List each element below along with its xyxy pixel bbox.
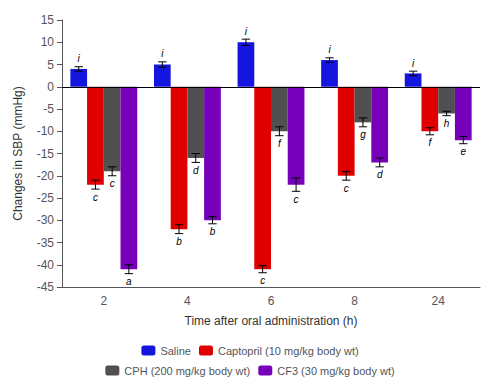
svg-text:24: 24 [432,294,446,308]
svg-text:d: d [193,165,199,176]
svg-text:Time after oral administration: Time after oral administration (h) [185,314,358,328]
svg-text:10: 10 [41,35,55,49]
svg-text:Changes in SBP (mmHg): Changes in SBP (mmHg) [11,86,25,221]
svg-text:Saline: Saline [160,345,191,357]
svg-text:-25: -25 [37,191,55,205]
svg-text:i: i [328,44,331,55]
svg-text:b: b [210,226,216,237]
svg-text:2: 2 [100,294,107,308]
svg-text:-15: -15 [37,147,55,161]
svg-text:g: g [360,129,366,140]
svg-text:-10: -10 [37,124,55,138]
svg-text:CF3 (30 mg/kg body wt): CF3 (30 mg/kg body wt) [277,365,394,377]
svg-text:5: 5 [47,58,54,72]
svg-text:f: f [428,137,432,148]
svg-text:-20: -20 [37,169,55,183]
svg-text:e: e [460,146,466,157]
svg-text:f: f [278,138,282,149]
svg-text:c: c [110,178,115,189]
svg-text:-40: -40 [37,258,55,272]
svg-text:c: c [294,194,299,205]
svg-text:8: 8 [351,294,358,308]
svg-text:a: a [126,276,132,287]
svg-text:c: c [93,192,98,203]
svg-text:h: h [444,118,450,129]
svg-text:i: i [161,48,164,59]
svg-text:i: i [78,53,81,64]
svg-text:Captopril (10 mg/kg body wt): Captopril (10 mg/kg body wt) [218,345,359,357]
svg-text:b: b [176,236,182,247]
svg-text:i: i [245,26,248,37]
svg-text:c: c [344,183,349,194]
svg-text:-45: -45 [37,280,55,294]
svg-text:0: 0 [47,80,54,94]
svg-text:d: d [377,169,383,180]
svg-text:-30: -30 [37,213,55,227]
svg-text:c: c [260,275,265,286]
svg-text:4: 4 [184,294,191,308]
svg-text:-5: -5 [43,102,54,116]
svg-text:i: i [412,58,415,69]
svg-text:CPH (200 mg/kg body wt): CPH (200 mg/kg body wt) [124,365,250,377]
svg-text:6: 6 [268,294,275,308]
svg-text:-35: -35 [37,236,55,250]
svg-text:15: 15 [41,13,55,27]
